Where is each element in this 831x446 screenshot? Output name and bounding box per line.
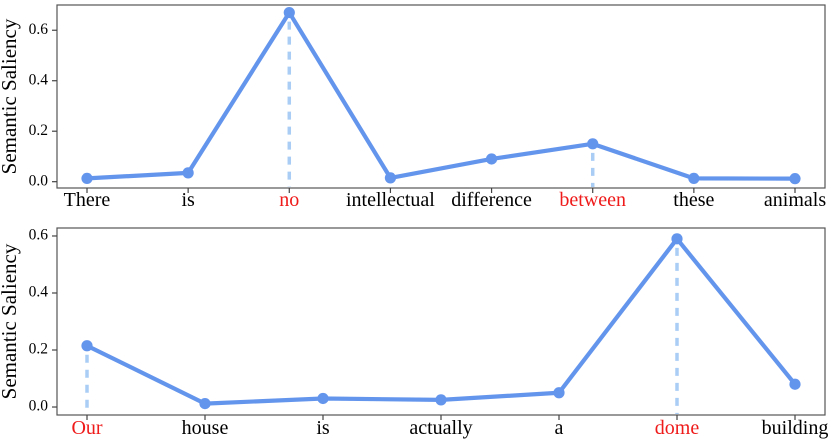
x-tick-label: is xyxy=(181,189,195,211)
data-point xyxy=(435,394,447,406)
x-tick-label-highlighted: between xyxy=(559,189,626,211)
saliency-line xyxy=(84,10,798,181)
plot-border xyxy=(56,4,826,189)
y-tick-label: 0.0 xyxy=(29,172,49,189)
x-tick-label: There xyxy=(64,189,111,211)
semantic-saliency-plot-sentence-2: 0.0 0.2 0.4 0.6 Our house is actually a dome build… xyxy=(0,227,829,439)
y-axis-label: Semantic Saliency xyxy=(0,18,21,174)
x-tick-label-highlighted: dome xyxy=(655,417,700,439)
x-tick-label: house xyxy=(182,417,229,439)
x-tick-label-highlighted: no xyxy=(279,189,299,211)
y-tick-label: 0.2 xyxy=(29,341,48,358)
data-point xyxy=(485,153,498,165)
x-tick-label: animals xyxy=(764,189,826,211)
y-tick-label: 0.2 xyxy=(29,122,48,139)
x-tick-label: these xyxy=(673,189,714,211)
data-point xyxy=(553,387,565,399)
data-point xyxy=(81,172,93,185)
data-point xyxy=(384,172,397,184)
saliency-chart-top: 0.0 0.2 0.4 0.6 There is no intellectual differe… xyxy=(0,4,826,211)
x-tick-label-highlighted: Our xyxy=(71,417,102,439)
x-tick-label: difference xyxy=(451,189,532,211)
data-point xyxy=(199,397,211,410)
x-tick-label: a xyxy=(555,417,564,439)
y-tick-label: 0.4 xyxy=(29,71,49,88)
y-axis-label: Semantic Saliency xyxy=(0,243,21,399)
y-tick-label: 0.6 xyxy=(29,21,49,38)
semantic-saliency-plot-sentence-1: 0.0 0.2 0.4 0.6 There is no intellectual differe… xyxy=(0,4,826,211)
data-point xyxy=(789,173,801,185)
data-point xyxy=(587,138,599,150)
data-point xyxy=(688,172,700,185)
x-tick-label: actually xyxy=(409,417,472,439)
data-point xyxy=(671,233,683,245)
x-tick-label: building xyxy=(762,417,829,439)
y-tick-label: 0.6 xyxy=(29,227,49,244)
data-point xyxy=(283,6,295,19)
x-tick-label: is xyxy=(316,417,330,439)
x-tick-label: intellectual xyxy=(346,189,435,211)
y-tick-label: 0.0 xyxy=(29,398,49,415)
data-point xyxy=(317,392,329,405)
data-point xyxy=(81,340,93,352)
y-tick-label: 0.4 xyxy=(29,284,49,301)
data-point xyxy=(182,167,194,179)
saliency-line xyxy=(84,236,798,406)
data-point xyxy=(789,378,801,390)
saliency-chart-bottom: 0.0 0.2 0.4 0.6 Our house is actually a dome build… xyxy=(0,223,831,446)
